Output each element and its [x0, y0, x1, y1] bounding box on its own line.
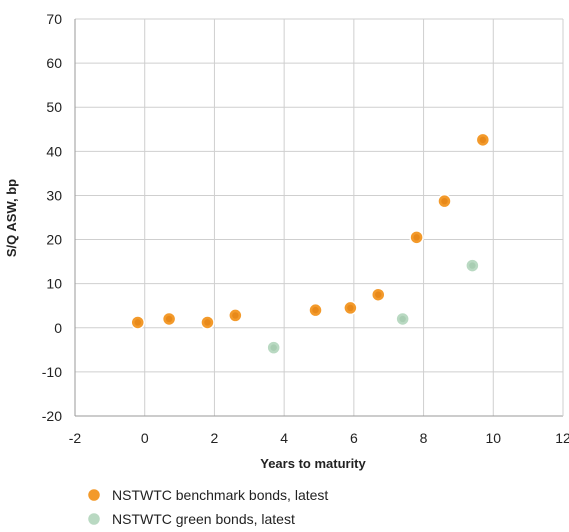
point-core [479, 136, 487, 144]
point-core [232, 312, 239, 319]
benchmark-bond-point [228, 308, 243, 323]
x-tick-label: 8 [420, 430, 428, 446]
benchmark-bond-point [343, 300, 358, 316]
benchmark-bond-point [200, 315, 215, 330]
x-tick-label: 2 [211, 430, 219, 446]
point-core [204, 319, 211, 326]
x-tick-label: 10 [485, 430, 501, 446]
point-core [469, 262, 476, 269]
y-axis-title: S/Q ASW, bp [4, 179, 19, 257]
legend: NSTWTC benchmark bonds, latest NSTWTC gr… [86, 487, 328, 527]
legend-marker-green [86, 511, 102, 527]
green-bond-point [395, 311, 410, 327]
x-axis-title: Years to maturity [260, 456, 366, 471]
point-core [347, 304, 354, 312]
point-core [165, 315, 173, 323]
benchmark-bond-point [308, 302, 323, 318]
point-core [134, 319, 141, 326]
x-tick-label: 6 [350, 430, 358, 446]
benchmark-bond-point [161, 311, 177, 327]
legend-label-green: NSTWTC green bonds, latest [112, 511, 295, 527]
point-core [441, 197, 448, 205]
benchmark-bond-point [409, 230, 424, 245]
y-tick-label: 40 [46, 143, 62, 159]
legend-item-benchmark: NSTWTC benchmark bonds, latest [86, 487, 328, 503]
point-core [312, 306, 319, 314]
data-points [130, 132, 491, 355]
benchmark-bond-point [437, 193, 452, 209]
benchmark-bond-point [371, 287, 386, 302]
x-tick-label: 0 [141, 430, 149, 446]
x-tick-label: 12 [555, 430, 569, 446]
axes [74, 19, 564, 417]
y-tick-label: 70 [46, 11, 62, 27]
x-tick-label: 4 [280, 430, 288, 446]
legend-marker-benchmark [86, 487, 102, 503]
green-bond-point [266, 340, 281, 355]
y-tick-label: 10 [46, 276, 62, 292]
y-tick-label: 30 [46, 187, 62, 203]
green-bond-point [465, 258, 480, 273]
benchmark-bond-point [130, 315, 145, 330]
y-tick-label: 20 [46, 232, 62, 248]
y-tick-label: 0 [54, 320, 62, 336]
benchmark-bond-point [475, 132, 491, 148]
x-tick-label: -2 [69, 430, 82, 446]
legend-label-benchmark: NSTWTC benchmark bonds, latest [112, 487, 328, 503]
point-core [413, 234, 420, 241]
y-tick-label: -10 [42, 364, 62, 380]
legend-item-green: NSTWTC green bonds, latest [86, 511, 295, 527]
y-tick-label: -20 [42, 408, 62, 424]
y-tick-label: 50 [46, 99, 62, 115]
gridlines [74, 18, 564, 417]
point-core [399, 315, 406, 323]
y-tick-label: 60 [46, 55, 62, 71]
point-core [375, 291, 382, 298]
point-core [270, 344, 277, 351]
